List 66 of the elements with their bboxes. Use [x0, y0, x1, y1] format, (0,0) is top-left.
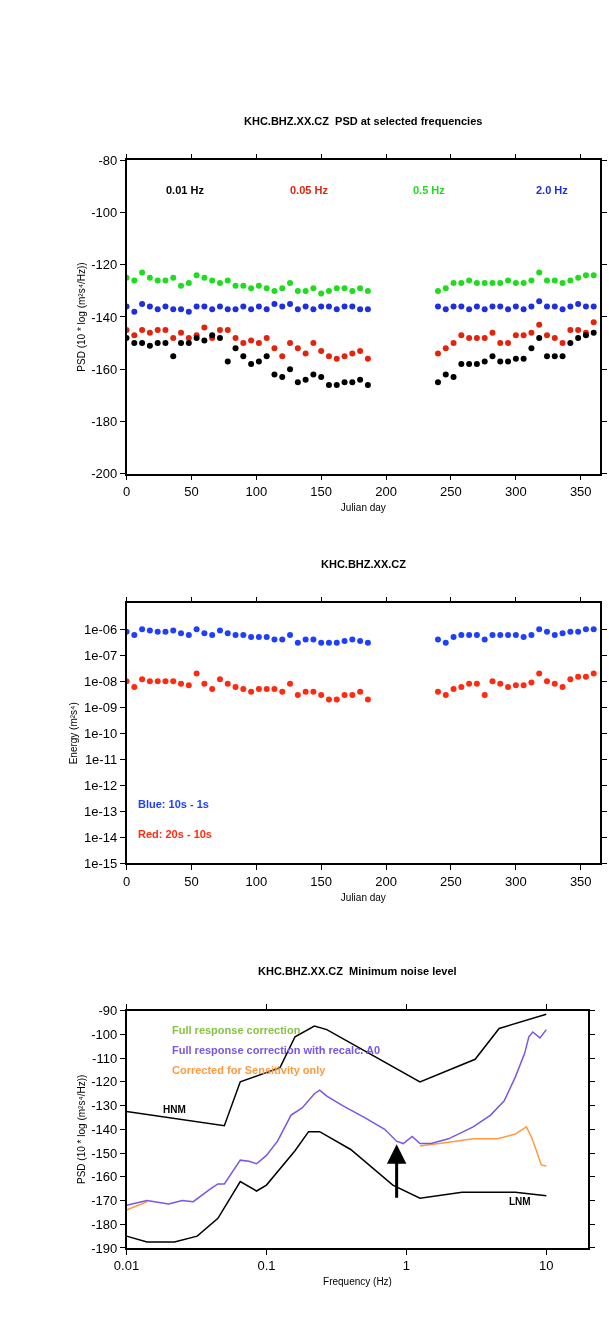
y-tick-label: -130 — [91, 1098, 118, 1114]
x-tick-label: 50 — [184, 484, 199, 500]
y-tick-label: 1e-12 — [83, 777, 118, 793]
annotation: HNM — [163, 1104, 186, 1115]
y-tick-label: -90 — [98, 1003, 118, 1019]
chart-title: KHC.BHZ.XX.CZ — [321, 558, 407, 570]
y-tick-label: 1e-07 — [83, 647, 118, 663]
legend-label: Full response correction — [172, 1024, 301, 1036]
x-tick-label: 250 — [440, 484, 462, 500]
x-tick-label: 10 — [539, 1258, 554, 1274]
y-tick-label: -200 — [91, 466, 118, 482]
x-tick-label: 50 — [184, 873, 199, 889]
x-tick-label: 300 — [504, 873, 527, 889]
x-tick-label: 150 — [310, 484, 333, 500]
text: Red: 20s - 10s — [138, 828, 212, 840]
x-tick-label: 150 — [310, 873, 333, 889]
text: 0.05 Hz — [290, 184, 329, 196]
y-tick-label: 1e-15 — [83, 855, 118, 871]
x-tick-label: 200 — [375, 484, 397, 500]
y-tick-label: 1e-06 — [83, 621, 118, 637]
text: Blue: 10s - 1s — [138, 798, 209, 810]
x-axis-title: Julian day — [340, 891, 386, 903]
x-tick-label: 350 — [569, 484, 592, 500]
y-tick-label: -140 — [91, 309, 118, 325]
x-tick-label: 350 — [569, 873, 592, 889]
y-tick-label: -100 — [91, 1026, 118, 1042]
text: 0.5 Hz — [413, 184, 446, 196]
y-axis-title: PSD (10 * log (m²s⁴/Hz)) — [75, 262, 87, 372]
x-axis-title: Frequency (Hz) — [323, 1276, 392, 1288]
chart-title: KHC.BHZ.XX.CZ PSD at selected frequencies — [244, 115, 483, 127]
y-axis-title: Energy (m²s⁴) — [68, 702, 80, 765]
text: 0.01 Hz — [166, 184, 205, 196]
y-tick-label: 1e-11 — [84, 751, 118, 767]
y-tick-label: -180 — [91, 414, 118, 430]
y-tick-label: 1e-14 — [83, 829, 118, 845]
x-tick-label: 0.01 — [113, 1258, 140, 1274]
y-tick-label: -160 — [91, 361, 118, 377]
x-tick-label: 100 — [245, 484, 268, 500]
y-tick-label: -80 — [98, 152, 118, 168]
x-tick-label: 250 — [440, 873, 462, 889]
y-tick-label: -170 — [91, 1193, 118, 1209]
x-tick-label: 1 — [402, 1258, 411, 1274]
y-tick-label: -120 — [91, 1074, 118, 1090]
x-axis-title: Julian day — [340, 502, 386, 514]
y-tick-label: -100 — [91, 205, 118, 221]
x-tick-label: 200 — [375, 873, 397, 889]
x-tick-label: 0.1 — [257, 1258, 276, 1274]
x-tick-label: 0 — [122, 484, 131, 500]
x-tick-label: 300 — [504, 484, 527, 500]
y-tick-label: -120 — [91, 257, 118, 273]
y-tick-label: -190 — [91, 1240, 118, 1256]
x-tick-label: 100 — [245, 873, 268, 889]
chart-title: KHC.BHZ.XX.CZ Minimum noise level — [258, 965, 457, 977]
y-tick-label: -180 — [91, 1216, 118, 1232]
y-tick-label: 1e-08 — [83, 673, 118, 689]
text: 2.0 Hz — [536, 184, 569, 196]
y-tick-label: -140 — [91, 1121, 118, 1137]
x-tick-label: 0 — [122, 873, 131, 889]
y-tick-label: 1e-13 — [83, 803, 118, 819]
y-tick-label: 1e-09 — [83, 699, 118, 715]
y-tick-label: 1e-10 — [83, 725, 118, 741]
y-tick-label: -150 — [91, 1145, 118, 1161]
y-axis-title: PSD (10 * log (m²s⁴/Hz)) — [75, 1074, 87, 1184]
annotation: LNM — [509, 1196, 531, 1207]
y-tick-label: -110 — [92, 1050, 118, 1066]
y-tick-label: -160 — [91, 1169, 118, 1185]
